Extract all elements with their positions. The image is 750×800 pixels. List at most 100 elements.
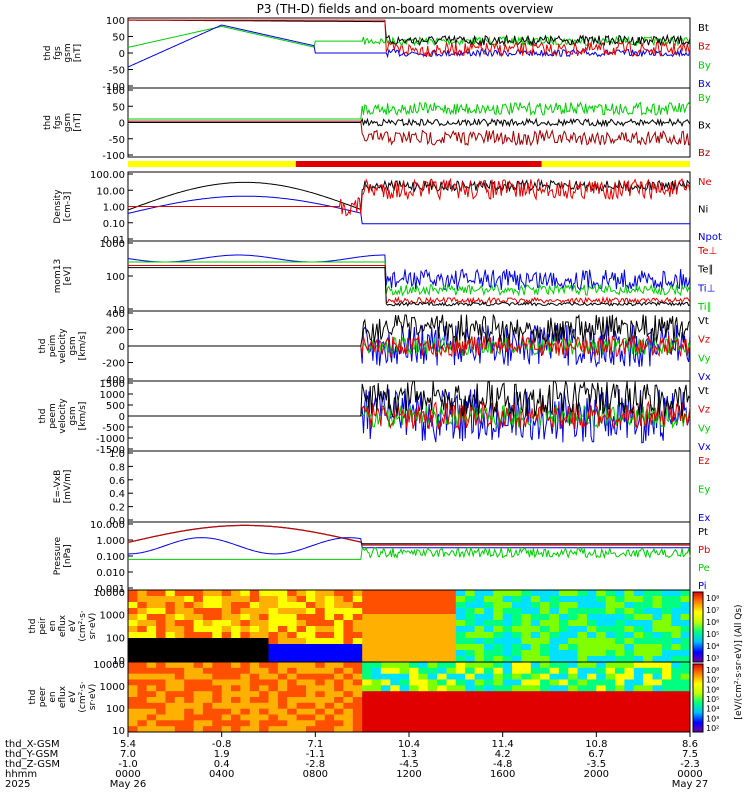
y-tick-label: 1.00 [103,203,125,214]
spectrogram-cell [287,720,298,727]
spectrogram-cell [277,662,288,669]
spectrogram-cell [661,720,672,727]
spectrogram-cell [137,596,148,603]
spectrogram-cell [390,590,401,597]
spectrogram-cell [165,662,176,669]
spectrogram-cell [231,685,241,692]
spectrogram-cell [352,667,363,675]
legend-ve: Vy [698,423,711,434]
spectrogram-cell [202,667,213,675]
spectrogram-cell [409,702,419,710]
y-axis-label: en [48,620,58,631]
spectrogram-cell [558,602,569,609]
spectrogram-cell [212,626,223,633]
spectrogram-cell [174,608,185,615]
spectrogram-cell [146,602,157,609]
trace-bz [128,19,691,58]
spectrogram-cell [558,667,569,675]
spectrogram-cell [521,602,532,609]
spectrogram-cell [427,697,438,704]
spectrogram-cell [380,697,391,704]
spectrogram-cell [371,702,382,710]
spectrogram-cell [287,708,298,715]
spectrogram-cell [549,656,560,663]
colorbar-1 [692,591,704,663]
spectrogram-cell [596,632,607,639]
trace-pe [128,546,691,560]
spectrogram-cell [165,632,176,639]
spectrogram-cell [380,662,391,669]
spectrogram-cell [568,644,579,651]
spectrogram-cell [306,667,316,675]
spectrogram-cell [231,714,241,721]
spectrogram-cell [587,656,597,663]
spectrogram-cell [146,673,157,680]
spectrogram-cell [455,673,466,680]
spectrogram-cell [409,714,419,721]
spectrogram-cell [390,714,401,721]
spectrogram-cell [474,720,485,727]
spectrogram-cell [512,656,522,663]
spectrogram-cell [446,708,457,715]
spectrogram-cell [137,620,148,627]
spectrogram-cell [287,614,298,621]
spectrogram-cell [287,662,298,669]
y-axis-label: thd [43,115,53,130]
spectrogram-cell [624,685,635,692]
spectrogram-cell [146,679,157,686]
spectrogram-cell [652,720,663,727]
spectrogram-cell [549,644,560,651]
trace-pb [127,524,690,546]
spectrogram-cell [306,720,316,727]
spectrogram-cell [296,602,307,609]
spectrogram-cell [493,673,504,680]
spectrogram-cell [577,656,588,663]
spectrogram-cell [315,608,326,615]
spectrogram-cell [530,702,541,710]
spectrogram-cell [521,708,532,715]
spectrogram-cell [165,650,176,657]
spectrogram-cell [587,602,597,609]
spectrogram-cell [474,620,485,627]
spectrogram-cell [615,667,625,675]
colorbar-tick: 10⁸ [706,594,719,603]
spectrogram-cell [549,620,560,627]
spectrogram-cell [493,679,504,686]
spectrogram-cell [371,644,382,651]
spectrogram-cell [221,691,232,698]
spectrogram-cell [615,632,625,639]
spectrogram-cell [633,662,644,669]
spectrogram-cell [521,644,532,651]
spectrogram-cell [558,632,569,639]
trace-bx [128,117,691,128]
spectrogram-cell [549,685,560,692]
spectrogram-cell [512,697,522,704]
spectrogram-cell [483,720,494,727]
x-axis-value: 7.5 [682,749,698,760]
spectrogram-cell [418,596,429,603]
spectrogram-cell [493,656,504,663]
spectrogram-cell [231,708,241,715]
spectrogram-cell [352,691,363,698]
spectrogram-cell [137,720,148,727]
spectrogram-cell [615,626,625,633]
spectrogram-cell [615,596,625,603]
spectrogram-cell [165,608,176,615]
spectrogram-cell [380,691,391,698]
spectrogram-cell [568,702,579,710]
spectrogram-cell [680,650,691,657]
spectrogram-cell [352,626,363,633]
spectrogram-cell [380,685,391,692]
spectrogram-cell [540,708,550,715]
spectrogram-cell [184,596,195,603]
spectrogram-cell [605,708,616,715]
spectrogram-cell [596,596,607,603]
spectrogram-cell [615,685,625,692]
spectrogram-cell [221,614,232,621]
spectrogram-cell [437,697,447,704]
spectrogram-cell [128,614,138,621]
spectrogram-cell [202,697,213,704]
panel-vi-traces [128,313,691,368]
spectrogram-cell [474,667,485,675]
spectrogram-cell [380,714,391,721]
